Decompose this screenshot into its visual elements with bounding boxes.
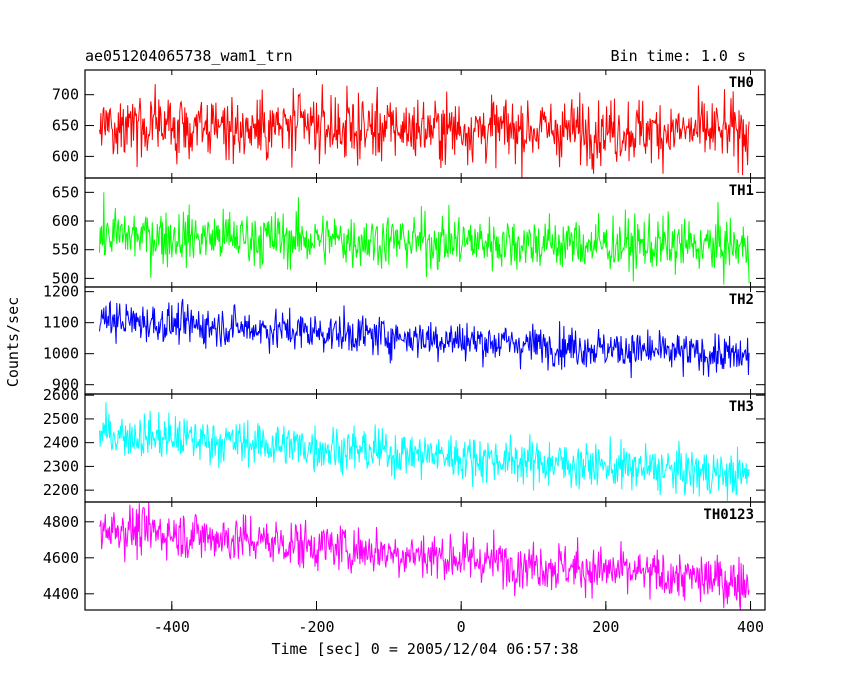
series-line-th0123 (99, 502, 750, 610)
chart-title: ae051204065738_wam1_trn (85, 47, 293, 65)
y-tick-label: 600 (52, 147, 79, 165)
y-tick-label: 500 (52, 269, 79, 287)
y-tick-label: 900 (52, 376, 79, 394)
x-tick-label: -200 (298, 618, 334, 636)
panel-label-th0123: TH0123 (703, 507, 754, 523)
y-tick-label: 2600 (43, 386, 79, 404)
x-tick-label: -400 (154, 618, 190, 636)
series-line-th0 (99, 84, 750, 178)
panel-th0123: 4400 4600 4800 TH0123 (43, 501, 766, 611)
y-tick-label: 1000 (43, 345, 79, 363)
y-tick-label: 4800 (43, 513, 79, 531)
panel-label-th2: TH2 (729, 292, 754, 308)
panel-th3: 2200 2300 2400 2500 2600 TH3 (43, 386, 766, 503)
series-line-th3 (99, 402, 750, 501)
panels-group: 600 650 700 TH0 500 550 600 650 TH1 900 1000 1100 12… (43, 69, 766, 611)
y-tick-label: 2300 (43, 457, 79, 475)
panel-label-th1: TH1 (729, 183, 754, 199)
series-line-th1 (99, 192, 750, 285)
x-axis: -400 -200 0 200 400 (154, 601, 764, 636)
panel-frame (84, 501, 766, 611)
panel-label-th0: TH0 (729, 75, 754, 91)
y-tick-label: 2500 (43, 410, 79, 428)
x-axis-label: Time [sec] 0 = 2005/12/04 06:57:38 (271, 640, 578, 658)
y-axis-label: Counts/sec (4, 297, 22, 387)
x-tick-label: 200 (592, 618, 619, 636)
y-tick-label: 650 (52, 183, 79, 201)
y-tick-label: 650 (52, 117, 79, 135)
bin-time-label: Bin time: 1.0 s (611, 47, 746, 65)
panel-label-th3: TH3 (729, 399, 754, 415)
panel-th1: 500 550 600 650 TH1 (52, 177, 766, 288)
y-tick-label: 1200 (43, 283, 79, 301)
x-tick-label: 400 (737, 618, 764, 636)
y-tick-label: 600 (52, 212, 79, 230)
y-tick-label: 2200 (43, 481, 79, 499)
series-line-th2 (99, 298, 750, 379)
y-tick-label: 4400 (43, 585, 79, 603)
y-tick-label: 700 (52, 86, 79, 104)
panel-th2: 900 1000 1100 1200 TH2 (43, 283, 766, 395)
panel-th0: 600 650 700 TH0 (52, 69, 766, 179)
y-tick-label: 4600 (43, 549, 79, 567)
x-tick-label: 0 (457, 618, 466, 636)
y-tick-label: 1100 (43, 314, 79, 332)
panel-frame (84, 393, 766, 503)
y-tick-label: 2400 (43, 434, 79, 452)
y-tick-label: 550 (52, 241, 79, 259)
